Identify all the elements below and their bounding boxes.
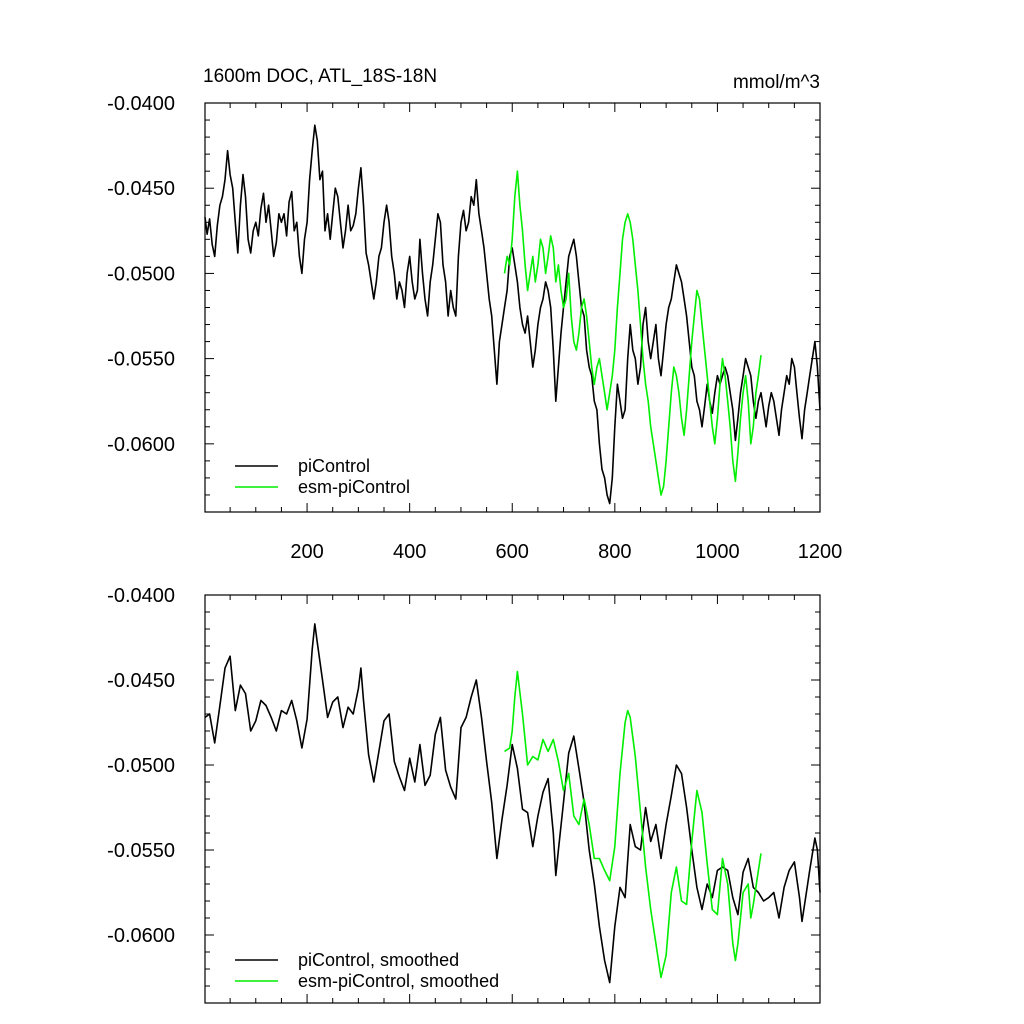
y-tick-label: -0.0500 bbox=[107, 263, 175, 285]
legend-label: esm-piControl, smoothed bbox=[298, 971, 499, 991]
y-tick-label: -0.0400 bbox=[107, 93, 175, 115]
chart-title: 1600m DOC, ATL_18S-18N bbox=[203, 66, 437, 87]
plot-frame bbox=[204, 594, 821, 1004]
y-tick-label: -0.0600 bbox=[107, 434, 175, 456]
series-line-esm-picontrol bbox=[504, 670, 762, 979]
x-tick-label: 800 bbox=[598, 541, 631, 563]
x-tick-label: 1200 bbox=[798, 541, 843, 563]
legend-label: esm-piControl bbox=[298, 477, 410, 497]
y-tick-label: -0.0550 bbox=[107, 840, 175, 862]
x-tick-label: 600 bbox=[496, 541, 529, 563]
legend-label: piControl, smoothed bbox=[298, 950, 459, 970]
bottom-panel: -0.0400 -0.0450 -0.0500 -0.0550 -0.0600 piCon… bbox=[107, 585, 821, 1004]
x-tick-label: 1000 bbox=[695, 541, 740, 563]
x-tick-label: 200 bbox=[290, 541, 323, 563]
y-tick-label: -0.0550 bbox=[107, 349, 175, 371]
top-panel: -0.0400 -0.0450 -0.0500 -0.0550 -0.0600 200 40… bbox=[107, 93, 842, 563]
x-tick-label: 400 bbox=[393, 541, 426, 563]
y-tick-label: -0.0500 bbox=[107, 755, 175, 777]
series-line-picontrol bbox=[204, 124, 821, 505]
plot-frame bbox=[204, 102, 821, 513]
y-tick-label: -0.0600 bbox=[107, 925, 175, 947]
legend-label: piControl bbox=[298, 456, 370, 476]
y-tick-label: -0.0450 bbox=[107, 178, 175, 200]
y-tick-label: -0.0450 bbox=[107, 670, 175, 692]
y-tick-label: -0.0400 bbox=[107, 585, 175, 607]
units-label: mmol/m^3 bbox=[733, 72, 820, 93]
series-line-esm-picontrol bbox=[503, 170, 762, 496]
series-line-picontrol bbox=[204, 623, 821, 984]
